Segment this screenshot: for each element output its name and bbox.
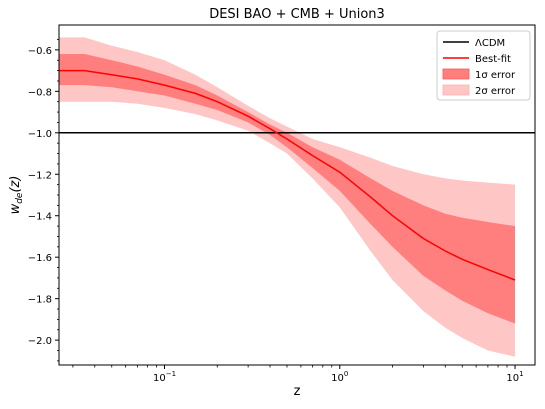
x-tick-exponent: 0 bbox=[344, 370, 348, 378]
y-tick-label: −1.2 bbox=[28, 170, 52, 181]
x-axis-label: z bbox=[294, 384, 301, 399]
y-tick-label: −0.8 bbox=[28, 87, 52, 98]
legend-swatch bbox=[442, 68, 470, 80]
y-tick-label: −1.0 bbox=[28, 129, 52, 140]
y-tick-label: −1.6 bbox=[28, 253, 52, 264]
best-fit-line bbox=[59, 69, 516, 281]
band-2sigma bbox=[59, 37, 515, 357]
error-bands bbox=[59, 37, 515, 357]
x-tick-exponent: 1 bbox=[519, 370, 523, 378]
legend-label: 2σ error bbox=[475, 86, 516, 97]
band-1sigma bbox=[59, 54, 515, 324]
x-tick-exponent: −1 bbox=[166, 370, 176, 378]
legend-label: ΛCDM bbox=[475, 38, 505, 49]
y-tick-label: −2.0 bbox=[28, 336, 52, 347]
y-axis-label-symbol: w bbox=[8, 203, 23, 214]
chart-title: DESI BAO + CMB + Union3 bbox=[209, 7, 385, 22]
legend: ΛCDM Best-fit 1σ error 2σ error bbox=[436, 30, 531, 101]
x-axis: 10−1 100 101 bbox=[72, 365, 524, 384]
x-tick-label: 100 bbox=[331, 370, 348, 384]
legend-swatch bbox=[442, 84, 470, 96]
x-tick-base: 10 bbox=[153, 373, 166, 384]
y-tick-label: −0.6 bbox=[28, 46, 52, 57]
legend-label: 1σ error bbox=[475, 70, 516, 81]
x-tick-label: 101 bbox=[506, 370, 523, 384]
y-axis-label-subscript: de bbox=[15, 192, 25, 204]
x-tick-base: 10 bbox=[331, 373, 344, 384]
y-axis-label-argument: (z) bbox=[8, 176, 23, 193]
y-axis: −0.6 −0.8 −1.0 −1.2 −1.4 −1.6 −1.8 −2.0 bbox=[28, 39, 59, 362]
x-tick-label: 10−1 bbox=[153, 370, 176, 384]
chart-lines bbox=[59, 69, 535, 281]
x-tick-base: 10 bbox=[506, 373, 519, 384]
legend-label: Best-fit bbox=[475, 54, 511, 65]
y-tick-label: −1.4 bbox=[28, 212, 52, 223]
legend-box bbox=[436, 30, 531, 101]
y-tick-label: −1.8 bbox=[28, 295, 52, 306]
y-axis-label: wde(z) bbox=[8, 176, 25, 215]
